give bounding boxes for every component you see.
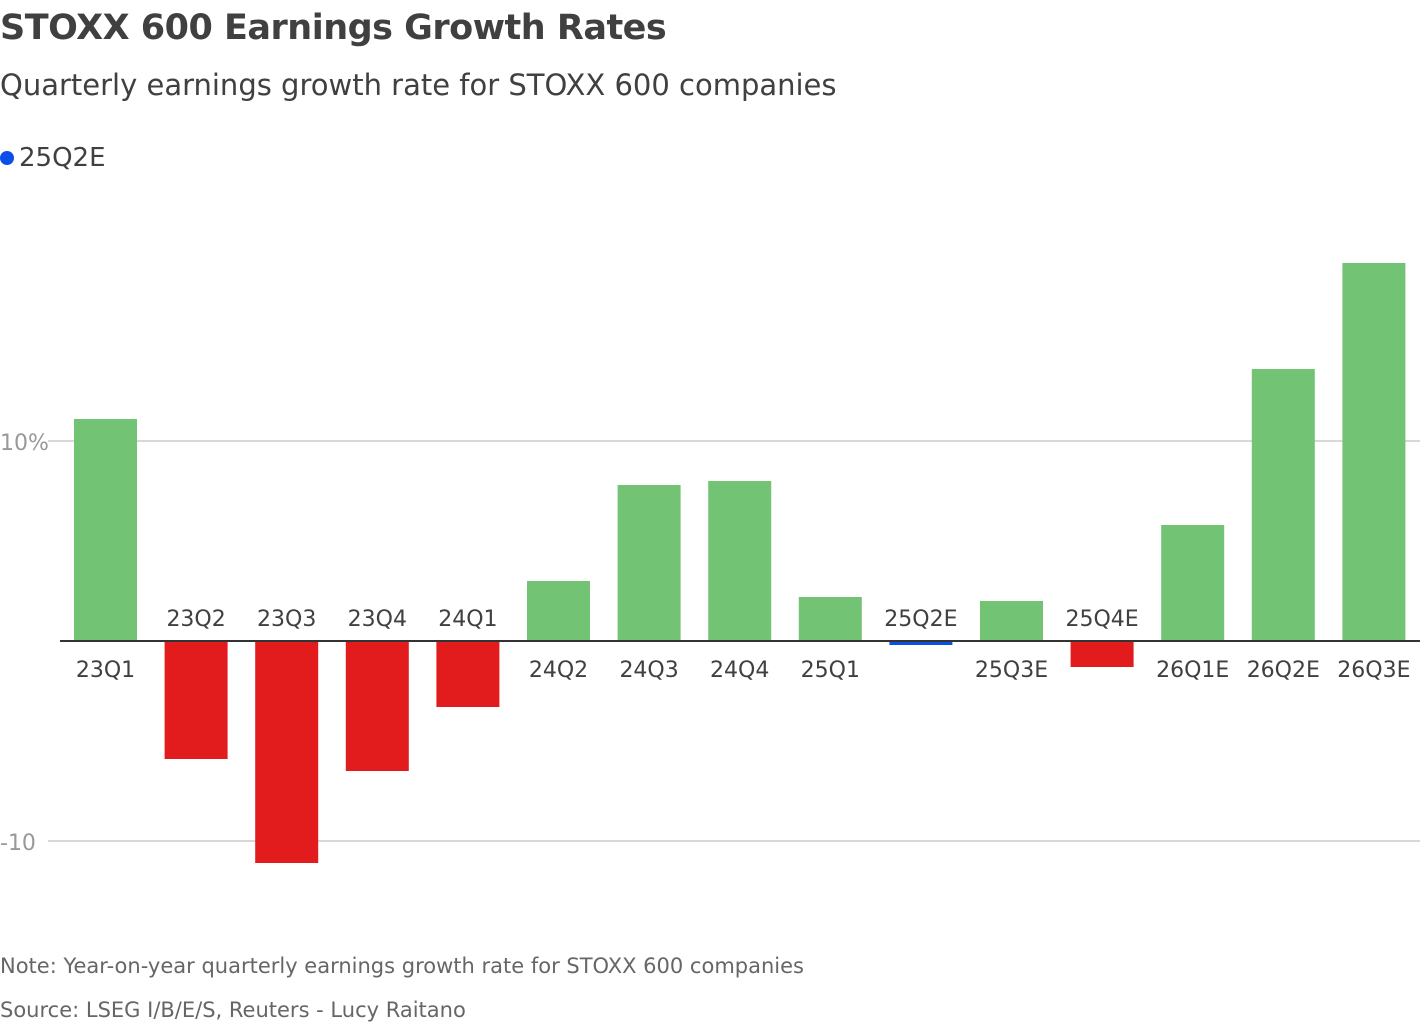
legend-label: 25Q2E (19, 143, 106, 173)
bar-23Q1 (74, 419, 137, 641)
x-tick-label: 26Q3E (1337, 658, 1410, 683)
x-tick-label: 24Q1 (438, 607, 497, 632)
bar-23Q2 (164, 641, 228, 759)
x-tick-label: 25Q2E (884, 607, 957, 632)
x-tick-label: 25Q4E (1065, 607, 1138, 632)
bar-23Q3 (255, 641, 319, 863)
x-tick-label: 23Q3 (257, 607, 316, 632)
chart-subtitle: Quarterly earnings growth rate for STOXX… (0, 68, 837, 102)
legend: 25Q2E (0, 143, 106, 173)
y-tick-label: 10% (0, 431, 49, 456)
bar-24Q3 (617, 485, 681, 641)
x-tick-label: 24Q4 (710, 658, 769, 683)
chart-note: Note: Year-on-year quarterly earnings gr… (0, 954, 804, 978)
x-tick-label: 23Q4 (348, 607, 407, 632)
x-tick-label: 23Q1 (76, 658, 135, 683)
legend-marker (0, 151, 14, 165)
chart-source: Source: LSEG I/B/E/S, Reuters - Lucy Rai… (0, 998, 466, 1022)
x-tick-label: 26Q2E (1247, 658, 1320, 683)
bar-26Q1E (1161, 525, 1225, 641)
x-tick-label: 23Q2 (166, 607, 225, 632)
x-tick-label: 25Q1 (801, 658, 860, 683)
x-tick-label: 25Q3E (975, 658, 1048, 683)
bar-25Q1 (798, 597, 862, 641)
bar-24Q4 (708, 481, 772, 641)
bar-23Q4 (345, 641, 409, 771)
y-tick-label: -10 (0, 831, 36, 856)
bar-24Q1 (436, 641, 500, 707)
bar-25Q2E (889, 641, 953, 645)
bar-26Q3E (1342, 263, 1406, 641)
bar-24Q2 (527, 581, 590, 641)
x-tick-label: 24Q3 (619, 658, 678, 683)
bar-26Q2E (1251, 369, 1315, 641)
bar-25Q3E (980, 601, 1043, 641)
x-tick-label: 24Q2 (529, 658, 588, 683)
bar-25Q4E (1070, 641, 1134, 667)
chart-title: STOXX 600 Earnings Growth Rates (0, 8, 667, 48)
x-tick-label: 26Q1E (1156, 658, 1229, 683)
